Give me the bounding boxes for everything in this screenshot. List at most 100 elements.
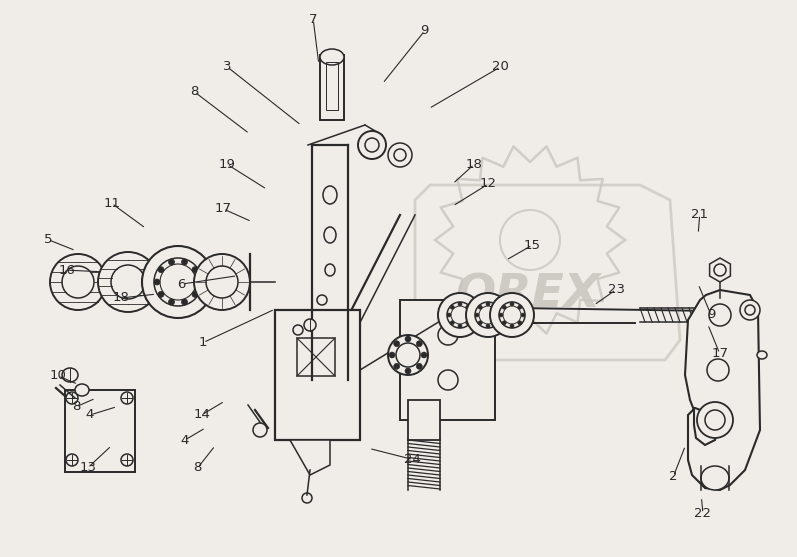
Ellipse shape [358,131,386,159]
Ellipse shape [182,299,187,305]
Ellipse shape [701,466,729,490]
Ellipse shape [158,267,164,273]
Polygon shape [685,290,760,490]
Bar [297,338,335,376]
Ellipse shape [142,246,214,318]
Ellipse shape [317,295,327,305]
Text: 24: 24 [404,453,422,466]
Ellipse shape [458,324,462,328]
Text: 6: 6 [178,277,186,291]
Ellipse shape [486,302,490,306]
Text: 20: 20 [492,60,509,74]
Bar [275,310,360,440]
Text: 16: 16 [58,263,76,277]
Ellipse shape [192,291,198,297]
Ellipse shape [447,313,451,317]
Text: 1: 1 [199,336,207,349]
Ellipse shape [421,352,427,358]
Ellipse shape [740,300,760,320]
Ellipse shape [490,293,534,337]
Ellipse shape [450,321,454,325]
Text: 12: 12 [480,177,497,190]
Ellipse shape [757,351,767,359]
Ellipse shape [388,143,412,167]
Ellipse shape [168,299,175,305]
Ellipse shape [521,313,525,317]
Ellipse shape [475,313,479,317]
Ellipse shape [416,341,422,346]
Text: 8: 8 [190,85,198,99]
Ellipse shape [697,402,733,438]
Ellipse shape [486,324,490,328]
Text: 17: 17 [214,202,232,216]
Text: 11: 11 [103,197,120,210]
Text: 21: 21 [691,208,709,221]
Text: 22: 22 [694,507,712,520]
Text: 8: 8 [194,461,202,475]
Bar [400,300,495,420]
Bar [65,390,135,472]
Ellipse shape [510,302,514,306]
Ellipse shape [518,321,522,325]
Ellipse shape [478,321,482,325]
Text: 3: 3 [223,60,231,74]
Ellipse shape [466,293,510,337]
Text: 4: 4 [181,433,189,447]
Ellipse shape [62,368,78,382]
Ellipse shape [192,267,198,273]
Ellipse shape [320,49,344,65]
Ellipse shape [75,384,89,396]
Ellipse shape [497,313,501,317]
Polygon shape [290,440,330,475]
Ellipse shape [182,259,187,265]
Ellipse shape [465,305,469,309]
Bar [326,62,338,110]
Bar [408,400,440,440]
Text: 8: 8 [73,400,80,413]
Ellipse shape [465,321,469,325]
Ellipse shape [469,313,473,317]
Ellipse shape [510,324,514,328]
Ellipse shape [405,336,411,342]
Text: 5: 5 [44,233,52,246]
Ellipse shape [405,368,411,374]
Ellipse shape [196,279,202,285]
Text: 18: 18 [112,291,130,305]
Ellipse shape [518,305,522,309]
Ellipse shape [50,254,106,310]
Text: 19: 19 [218,158,236,171]
Ellipse shape [98,252,158,312]
Text: 7: 7 [309,13,317,26]
Text: 9: 9 [707,308,715,321]
Text: 13: 13 [79,461,96,475]
Ellipse shape [388,335,428,375]
Ellipse shape [502,321,506,325]
Text: 18: 18 [465,158,483,171]
Text: 17: 17 [711,347,728,360]
Ellipse shape [502,305,506,309]
Text: 9: 9 [421,24,429,37]
Ellipse shape [478,305,482,309]
Ellipse shape [194,254,250,310]
Text: 2: 2 [669,470,677,483]
Ellipse shape [494,321,498,325]
Ellipse shape [168,259,175,265]
Text: 4: 4 [86,408,94,422]
Ellipse shape [304,319,316,331]
Text: 15: 15 [524,238,541,252]
Ellipse shape [154,279,160,285]
Ellipse shape [293,325,303,335]
Bar [320,55,344,120]
Ellipse shape [416,363,422,369]
Ellipse shape [394,363,399,369]
Ellipse shape [394,341,399,346]
Ellipse shape [458,302,462,306]
Ellipse shape [389,352,395,358]
Ellipse shape [253,423,267,437]
Ellipse shape [494,305,498,309]
Polygon shape [709,258,730,282]
Text: 23: 23 [607,283,625,296]
Ellipse shape [438,293,482,337]
Text: 14: 14 [193,408,210,422]
Ellipse shape [158,291,164,297]
